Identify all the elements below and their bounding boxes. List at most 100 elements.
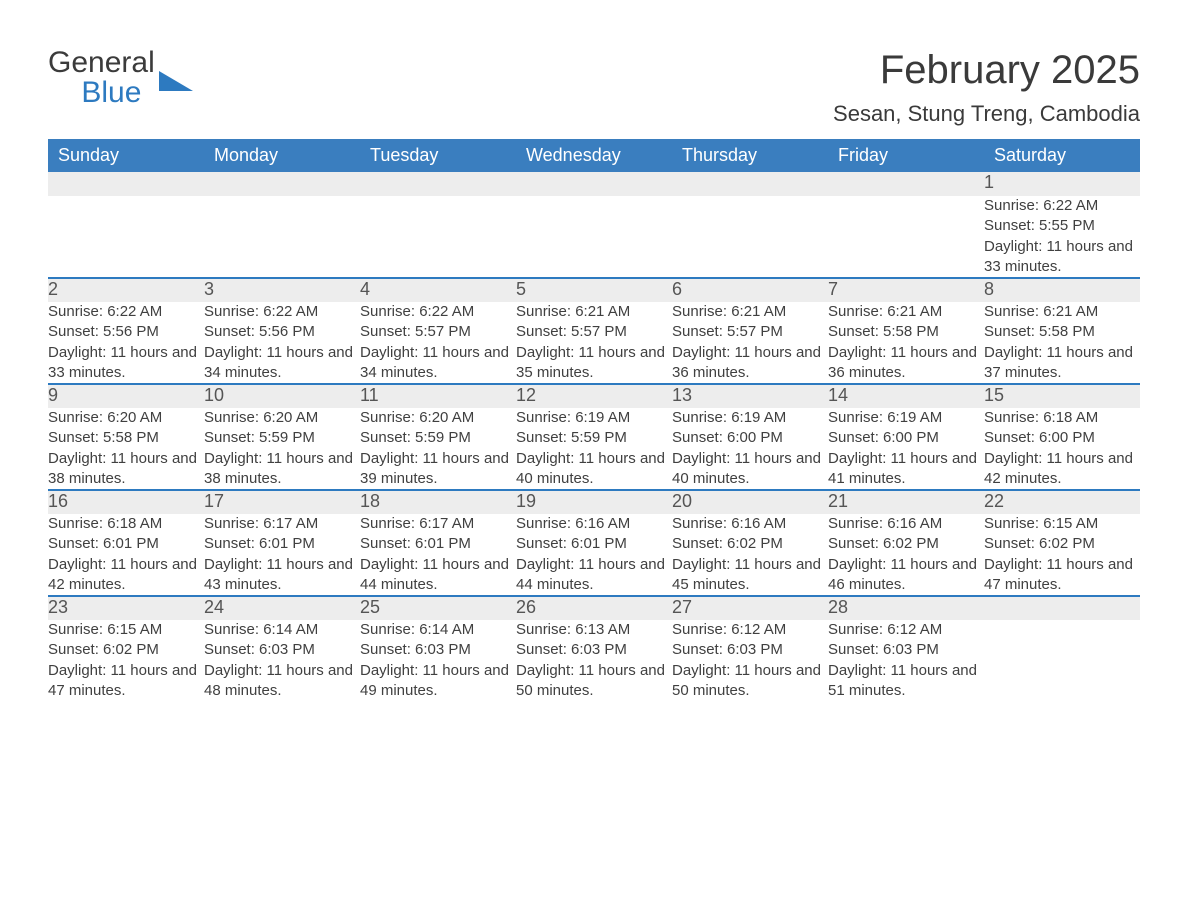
sunset-text: Sunset: 6:03 PM [360,640,516,660]
sunrise-text: Sunrise: 6:16 AM [516,514,672,534]
day-data-cell: Sunrise: 6:17 AMSunset: 6:01 PMDaylight:… [204,514,360,596]
sunset-text: Sunset: 6:00 PM [984,428,1140,448]
daylight-text: Daylight: 11 hours and 51 minutes. [828,661,984,702]
day-data-cell: Sunrise: 6:14 AMSunset: 6:03 PMDaylight:… [360,620,516,701]
sunset-text: Sunset: 6:03 PM [828,640,984,660]
sunrise-text: Sunrise: 6:21 AM [672,302,828,322]
day-number-cell: 17 [204,490,360,514]
sunrise-text: Sunrise: 6:22 AM [360,302,516,322]
day-number-cell: 25 [360,596,516,620]
day-data-cell: Sunrise: 6:22 AMSunset: 5:56 PMDaylight:… [204,302,360,384]
sunrise-text: Sunrise: 6:22 AM [984,196,1140,216]
sunset-text: Sunset: 5:55 PM [984,216,1140,236]
day-data-cell: Sunrise: 6:18 AMSunset: 6:00 PMDaylight:… [984,408,1140,490]
day-number-cell [516,172,672,196]
daylight-text: Daylight: 11 hours and 50 minutes. [516,661,672,702]
sunrise-text: Sunrise: 6:21 AM [516,302,672,322]
page: General Blue February 2025 Sesan, Stung … [0,0,1188,733]
day-number-cell [360,172,516,196]
sunrise-text: Sunrise: 6:14 AM [360,620,516,640]
sunset-text: Sunset: 6:01 PM [48,534,204,554]
day-number-cell [48,172,204,196]
daylight-text: Daylight: 11 hours and 33 minutes. [984,237,1140,278]
weekday-header: Sunday [48,139,204,172]
page-subtitle: Sesan, Stung Treng, Cambodia [833,101,1140,127]
sunset-text: Sunset: 6:03 PM [672,640,828,660]
day-number-cell: 28 [828,596,984,620]
sunset-text: Sunset: 6:03 PM [516,640,672,660]
day-number-cell: 24 [204,596,360,620]
day-number-cell: 6 [672,278,828,302]
day-data-cell: Sunrise: 6:21 AMSunset: 5:57 PMDaylight:… [672,302,828,384]
day-data-cell: Sunrise: 6:16 AMSunset: 6:02 PMDaylight:… [672,514,828,596]
day-data-cell: Sunrise: 6:12 AMSunset: 6:03 PMDaylight:… [828,620,984,701]
sunrise-text: Sunrise: 6:12 AM [672,620,828,640]
sunrise-text: Sunrise: 6:17 AM [204,514,360,534]
sunset-text: Sunset: 6:02 PM [672,534,828,554]
sunset-text: Sunset: 5:59 PM [204,428,360,448]
sunset-text: Sunset: 5:59 PM [360,428,516,448]
daylight-text: Daylight: 11 hours and 34 minutes. [204,343,360,384]
sunset-text: Sunset: 6:01 PM [204,534,360,554]
day-number-cell: 27 [672,596,828,620]
daylight-text: Daylight: 11 hours and 36 minutes. [828,343,984,384]
daylight-text: Daylight: 11 hours and 40 minutes. [516,449,672,490]
weekday-header: Wednesday [516,139,672,172]
calendar-table: SundayMondayTuesdayWednesdayThursdayFrid… [48,139,1140,701]
sunset-text: Sunset: 5:58 PM [48,428,204,448]
daylight-text: Daylight: 11 hours and 49 minutes. [360,661,516,702]
header-bar: General Blue February 2025 Sesan, Stung … [48,48,1140,139]
day-data-cell [672,196,828,278]
sunrise-text: Sunrise: 6:12 AM [828,620,984,640]
day-number-cell: 11 [360,384,516,408]
day-number-cell: 20 [672,490,828,514]
day-number-cell: 22 [984,490,1140,514]
daylight-text: Daylight: 11 hours and 44 minutes. [516,555,672,596]
sunrise-text: Sunrise: 6:16 AM [672,514,828,534]
day-data-cell: Sunrise: 6:21 AMSunset: 5:58 PMDaylight:… [828,302,984,384]
day-data-cell: Sunrise: 6:15 AMSunset: 6:02 PMDaylight:… [984,514,1140,596]
sunset-text: Sunset: 6:00 PM [828,428,984,448]
day-number-cell: 1 [984,172,1140,196]
sunset-text: Sunset: 6:02 PM [828,534,984,554]
day-data-cell: Sunrise: 6:21 AMSunset: 5:57 PMDaylight:… [516,302,672,384]
day-data-cell: Sunrise: 6:20 AMSunset: 5:59 PMDaylight:… [204,408,360,490]
day-data-cell: Sunrise: 6:14 AMSunset: 6:03 PMDaylight:… [204,620,360,701]
sunrise-text: Sunrise: 6:15 AM [48,620,204,640]
day-number-cell: 13 [672,384,828,408]
daylight-text: Daylight: 11 hours and 44 minutes. [360,555,516,596]
sunset-text: Sunset: 5:57 PM [516,322,672,342]
calendar-body: 1Sunrise: 6:22 AMSunset: 5:55 PMDaylight… [48,172,1140,701]
day-data-cell: Sunrise: 6:13 AMSunset: 6:03 PMDaylight:… [516,620,672,701]
day-data-cell: Sunrise: 6:22 AMSunset: 5:55 PMDaylight:… [984,196,1140,278]
weekday-header: Thursday [672,139,828,172]
sunset-text: Sunset: 5:59 PM [516,428,672,448]
sunrise-text: Sunrise: 6:22 AM [204,302,360,322]
daylight-text: Daylight: 11 hours and 41 minutes. [828,449,984,490]
brand-text: General Blue [48,48,155,108]
daylight-text: Daylight: 11 hours and 43 minutes. [204,555,360,596]
day-data-cell [48,196,204,278]
day-number-cell: 8 [984,278,1140,302]
day-number-cell [828,172,984,196]
title-block: February 2025 Sesan, Stung Treng, Cambod… [833,48,1140,139]
sunset-text: Sunset: 5:56 PM [204,322,360,342]
day-data-cell: Sunrise: 6:12 AMSunset: 6:03 PMDaylight:… [672,620,828,701]
day-number-cell: 12 [516,384,672,408]
day-number-cell: 18 [360,490,516,514]
day-number-cell: 10 [204,384,360,408]
day-number-cell: 2 [48,278,204,302]
sunrise-text: Sunrise: 6:13 AM [516,620,672,640]
sunrise-text: Sunrise: 6:21 AM [828,302,984,322]
sunrise-text: Sunrise: 6:20 AM [360,408,516,428]
day-number-cell: 3 [204,278,360,302]
sunrise-text: Sunrise: 6:20 AM [204,408,360,428]
sunset-text: Sunset: 6:01 PM [516,534,672,554]
day-number-cell: 4 [360,278,516,302]
day-number-cell [672,172,828,196]
sunrise-text: Sunrise: 6:21 AM [984,302,1140,322]
sunset-text: Sunset: 5:57 PM [672,322,828,342]
daylight-text: Daylight: 11 hours and 45 minutes. [672,555,828,596]
sunrise-text: Sunrise: 6:20 AM [48,408,204,428]
daylight-text: Daylight: 11 hours and 42 minutes. [984,449,1140,490]
